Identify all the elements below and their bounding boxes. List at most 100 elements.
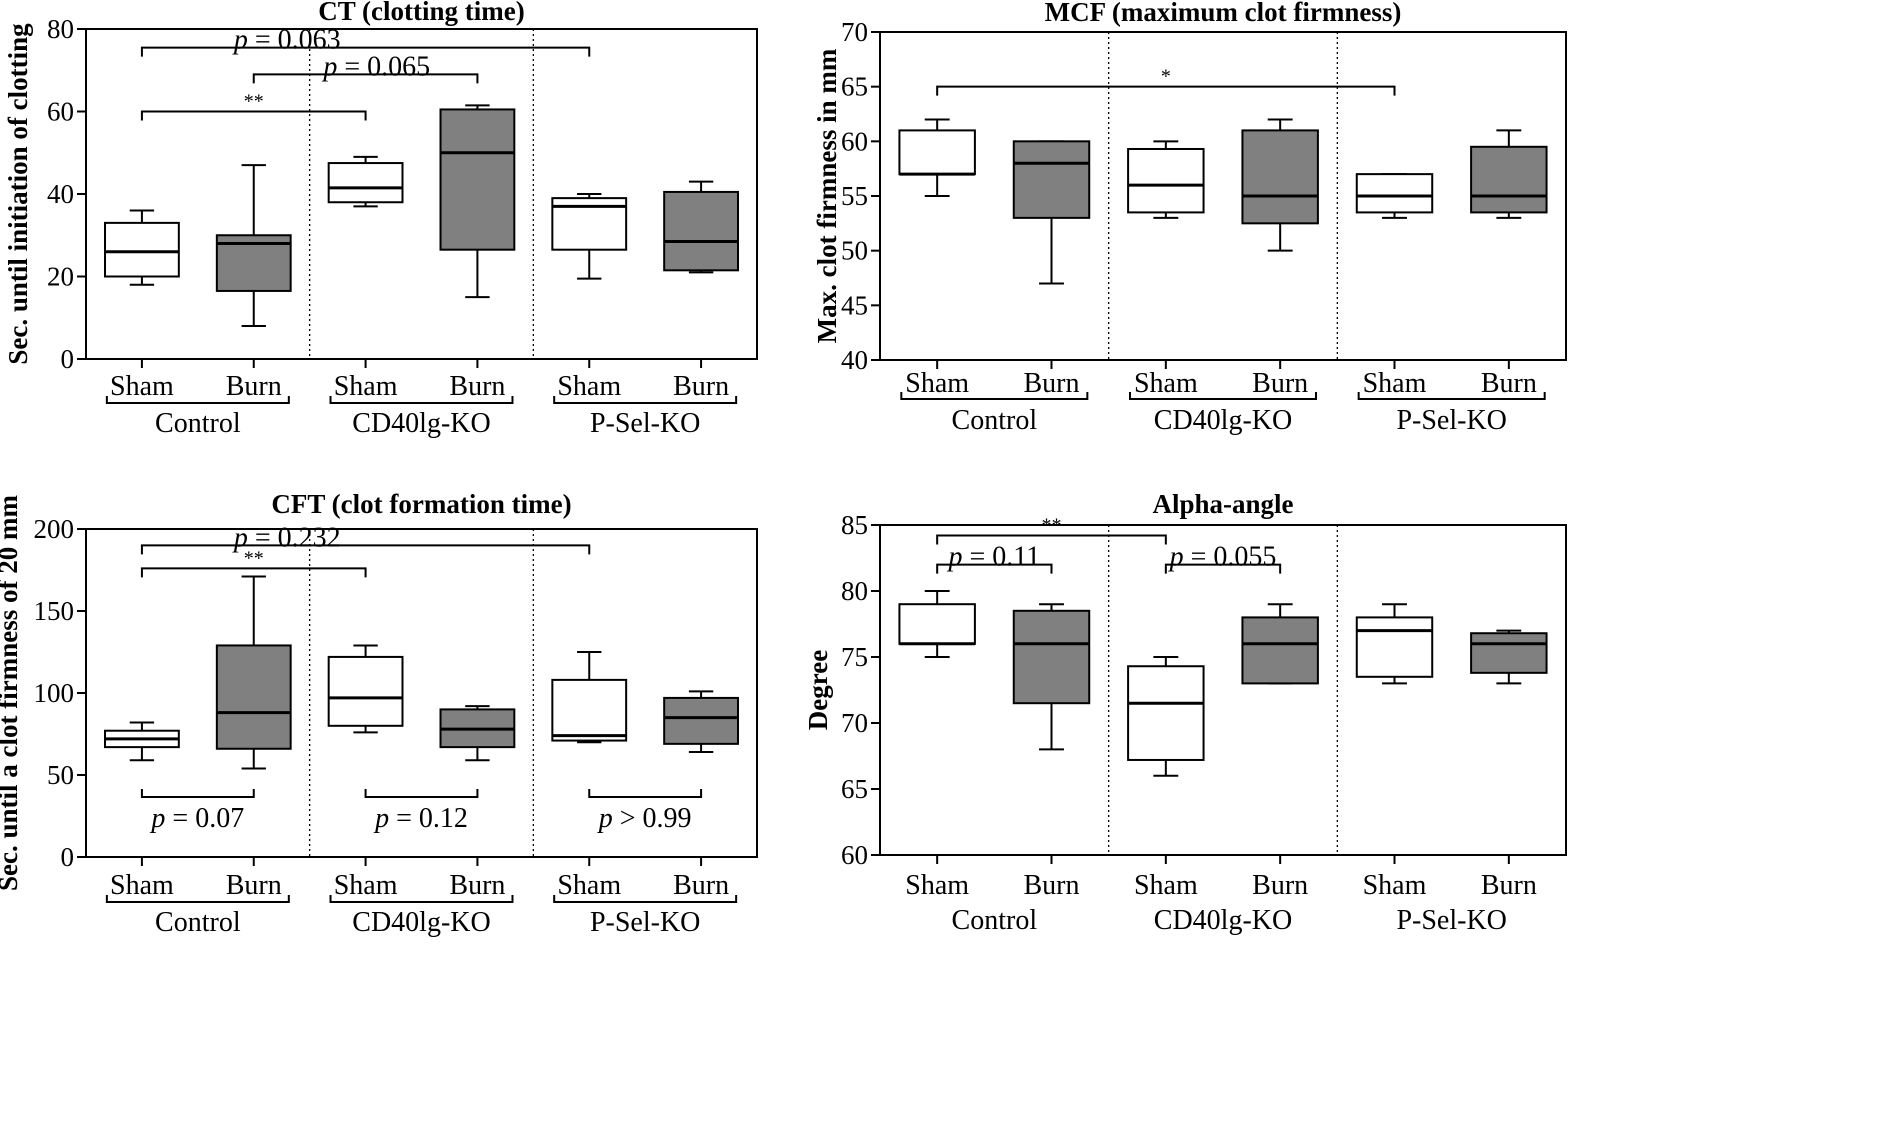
box-p-sel-ko-burn (1470, 129, 1548, 219)
significance-label: p = 0.232 (232, 522, 341, 553)
group-bracket (1128, 392, 1318, 400)
box-cd40lg-ko-burn (439, 705, 516, 762)
chart-panel-1: CT (clotting time) Sec. until initiation … (3, 0, 758, 439)
iqr-box (551, 678, 628, 742)
x-category-label: Sham (334, 371, 398, 402)
bottom-bracket (140, 789, 255, 798)
group-bracket (1357, 392, 1546, 400)
box-control-burn (1012, 603, 1091, 751)
box-cd40lg-ko-sham (1127, 656, 1205, 777)
box-control-burn (215, 575, 292, 770)
significance-bracket (936, 85, 1396, 96)
iqr-box (439, 108, 516, 251)
plot-frame (879, 524, 1567, 856)
box-control-sham (898, 118, 976, 197)
iqr-box (898, 603, 976, 645)
y-tick-label: 50 (47, 760, 74, 790)
x-group-label: Control (155, 907, 241, 938)
box-control-burn (1012, 140, 1091, 285)
box-p-sel-ko-burn (1470, 629, 1548, 685)
chart-title: CFT (clot formation time) (271, 489, 571, 519)
chart-panel-4: Alpha-angle Degree 60 65 70 75 80 85 Sham Burn Sha… (803, 489, 1567, 936)
iqr-box (1470, 632, 1548, 674)
significance-bracket (936, 534, 1167, 545)
iqr-box (663, 696, 739, 745)
box-cd40lg-ko-sham (1127, 140, 1205, 219)
group-bracket (553, 396, 738, 404)
x-group-label: Control (952, 905, 1038, 936)
box-p-sel-ko-sham (1355, 603, 1434, 685)
x-group-label: P-Sel-KO (590, 907, 700, 938)
x-category-label: Sham (557, 371, 621, 402)
box-cd40lg-ko-sham (327, 155, 404, 208)
box-p-sel-ko-burn (663, 690, 739, 754)
box-p-sel-ko-sham (551, 193, 628, 280)
significance-bracket (140, 46, 591, 57)
significance-bracket (140, 567, 367, 578)
box-control-sham (104, 721, 180, 762)
x-category-label: Sham (1363, 368, 1427, 399)
y-tick-label: 80 (841, 576, 868, 606)
chart-panel-2: MCF (maximum clot firmness) Max. clot fir… (812, 0, 1567, 436)
significance-bracket (1164, 563, 1282, 574)
box-cd40lg-ko-burn (1241, 603, 1319, 685)
box-cd40lg-ko-burn (1241, 118, 1319, 252)
box-p-sel-ko-sham (551, 651, 628, 744)
chart-panel-3: CFT (clot formation time) Sec. until a cl… (0, 489, 758, 938)
bottom-bracket (364, 789, 479, 798)
x-category-label: Burn (673, 870, 729, 901)
iqr-box (215, 644, 292, 750)
y-axis-label: Max. clot firmness in mm (812, 48, 842, 343)
plot-frame (879, 31, 1567, 361)
y-tick-label: 55 (841, 181, 868, 211)
y-tick-label: 150 (34, 596, 75, 626)
significance-label: p = 0.055 (1168, 542, 1277, 573)
y-tick-label: 0 (61, 842, 75, 872)
iqr-box (1012, 140, 1091, 219)
x-group-label: Control (155, 408, 241, 439)
x-category-label: Burn (673, 371, 729, 402)
chart-title: MCF (maximum clot firmness) (1045, 0, 1402, 27)
x-category-label: Burn (226, 371, 282, 402)
box-cd40lg-ko-burn (439, 104, 516, 299)
x-group-label: CD40lg-KO (1154, 405, 1292, 436)
y-tick-label: 65 (841, 72, 868, 102)
y-tick-label: 100 (34, 678, 75, 708)
x-category-label: Sham (1363, 870, 1427, 901)
iqr-box (1355, 616, 1434, 678)
x-category-label: Sham (557, 870, 621, 901)
box-control-sham (898, 590, 976, 658)
y-tick-label: 65 (841, 774, 868, 804)
x-group-label: CD40lg-KO (352, 408, 490, 439)
iqr-box (327, 162, 404, 204)
iqr-box (898, 129, 976, 176)
bottom-significance-label: p = 0.12 (373, 803, 468, 834)
x-category-label: Burn (1252, 870, 1308, 901)
iqr-box (327, 655, 404, 727)
significance-label: ** (244, 91, 264, 113)
y-tick-label: 60 (47, 97, 74, 127)
y-tick-label: 60 (841, 840, 868, 870)
significance-bracket (936, 563, 1053, 574)
y-axis-label: Sec. until a clot firmness of 20 mm (0, 495, 23, 891)
x-category-label: Burn (1024, 870, 1080, 901)
x-category-label: Burn (449, 371, 505, 402)
box-cd40lg-ko-sham (327, 644, 404, 734)
y-axis-label: Sec. until initiation of clotting (3, 23, 33, 365)
iqr-box (663, 190, 739, 272)
x-category-label: Sham (110, 870, 174, 901)
x-category-label: Burn (449, 870, 505, 901)
significance-bracket (140, 110, 367, 121)
x-category-label: Sham (905, 368, 969, 399)
group-bracket (105, 895, 290, 903)
box-p-sel-ko-sham (1355, 173, 1434, 219)
chart-title: Alpha-angle (1152, 489, 1293, 519)
group-bracket (900, 392, 1089, 400)
iqr-box (1241, 616, 1319, 685)
group-bracket (329, 895, 514, 903)
x-category-label: Sham (110, 371, 174, 402)
y-tick-label: 80 (47, 14, 74, 44)
significance-label: ** (244, 547, 264, 569)
